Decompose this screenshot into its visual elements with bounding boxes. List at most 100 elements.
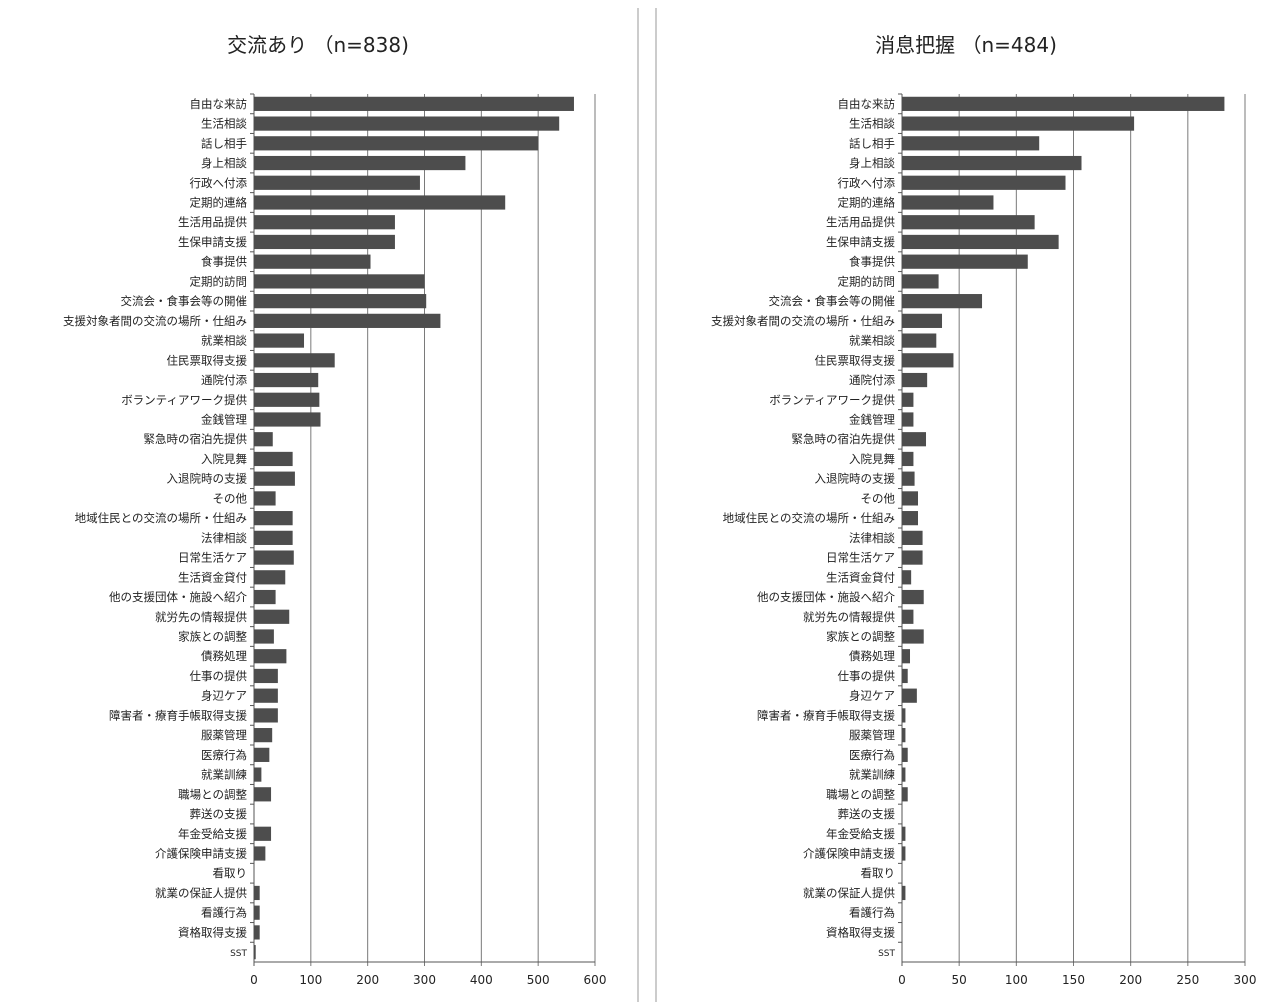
category-label: 法律相談 [201,531,247,545]
category-label: 債務処理 [201,649,247,663]
bar [902,570,912,585]
category-label: 医療行為 [849,748,895,762]
bar [902,767,906,782]
category-label: 仕事の提供 [190,669,248,683]
category-label: 就業訓練 [201,768,247,782]
x-tick-label: 0 [250,973,258,987]
category-label: 葬送の支援 [838,807,896,821]
bar [254,175,420,190]
bar [254,787,272,802]
bar [254,649,287,664]
bar [902,155,1082,171]
x-tick-label: 500 [527,973,550,987]
bar [902,728,906,743]
category-label: 資格取得支援 [178,925,247,939]
bar [902,609,914,624]
bar [902,333,937,348]
category-label: 話し相手 [201,136,247,150]
category-label: 金銭管理 [201,413,247,427]
x-tick-label: 200 [356,973,379,987]
category-label: 就業相談 [201,334,247,348]
chart-left: 交流あり （n=838) 0 100 200 300 400 500 600 自由な来訪生活相… [63,33,606,987]
x-tick-label: 250 [1176,973,1199,987]
chart-right: 消息把握 （n=484) 0 50 100 150 200 250 300 自由な来訪生活相談… [711,33,1256,987]
bar [902,451,914,467]
bar [254,372,319,388]
x-tick-label: 100 [299,973,322,987]
bar [254,412,321,427]
category-label: 他の支援団体・施設へ紹介 [757,590,895,604]
bar [902,550,923,565]
bar [254,728,273,743]
bar [254,747,270,762]
category-label: 生保申請支援 [826,235,895,249]
bar [902,826,906,841]
x-tick-label: 0 [898,973,906,987]
bar [902,511,919,526]
bar [254,629,274,644]
bar [902,432,927,447]
category-label: 自由な来訪 [838,97,896,111]
category-label: 緊急時の宿泊先提供 [144,432,248,446]
bar [254,491,276,506]
category-label: 葬送の支援 [190,807,248,821]
bar [254,471,295,486]
bar [254,609,290,624]
bar [902,96,1225,111]
category-label: 生活用品提供 [178,215,247,229]
category-label: 日常生活ケア [826,551,895,565]
category-label: 法律相談 [849,531,895,545]
category-label: 家族との調整 [178,630,247,644]
category-label: 地域住民との交流の場所・仕組み [723,511,895,525]
bar [254,688,278,703]
bar [254,925,260,940]
category-label: 職場との調整 [178,787,247,801]
category-label: 介護保険申請支援 [155,847,247,861]
category-label: 交流会・食事会等の開催 [121,294,248,308]
category-label: 職場との調整 [826,787,895,801]
category-label: 話し相手 [849,136,895,150]
category-label: 年金受給支援 [178,827,247,841]
category-label: 金銭管理 [849,413,895,427]
category-label: 住民票取得支援 [167,353,248,367]
category-label: 就労先の情報提供 [155,610,247,624]
bar [254,511,293,526]
category-label: 通院付添 [849,373,895,387]
category-label: 自由な来訪 [190,97,248,111]
category-label: 食事提供 [849,255,895,269]
bar [254,668,278,684]
x-tick-label: 200 [1119,973,1142,987]
category-label: 定期的訪問 [190,274,248,288]
bar [902,234,1059,250]
category-label: 看取り [861,866,896,880]
bar [902,649,911,664]
category-label: 就労先の情報提供 [803,610,895,624]
category-label: ボランティアワーク提供 [769,393,895,407]
x-tick-label: 100 [1005,973,1028,987]
x-tick-label: 50 [952,973,967,987]
category-label: 障害者・療育手帳取得支援 [757,708,895,722]
category-label: その他 [861,491,896,505]
category-label: 債務処理 [849,649,895,663]
category-label: 就業相談 [849,334,895,348]
bar [902,412,914,427]
category-label: 身上相談 [201,156,247,170]
bar [254,550,294,565]
category-label: 他の支援団体・施設へ紹介 [109,590,247,604]
category-label: 食事提供 [201,255,247,269]
bar [254,254,371,269]
bar [254,826,272,841]
bar [902,392,914,407]
bar [902,215,1035,230]
category-label: その他 [213,491,248,505]
bar [254,155,466,171]
bar [254,234,395,250]
category-label: 住民票取得支援 [815,353,896,367]
bar [254,530,293,545]
category-label: 就業の保証人提供 [803,886,895,900]
bar [254,589,276,605]
bar [254,353,335,368]
category-label: 定期的連絡 [838,196,896,210]
category-label: 入院見舞 [201,452,247,466]
